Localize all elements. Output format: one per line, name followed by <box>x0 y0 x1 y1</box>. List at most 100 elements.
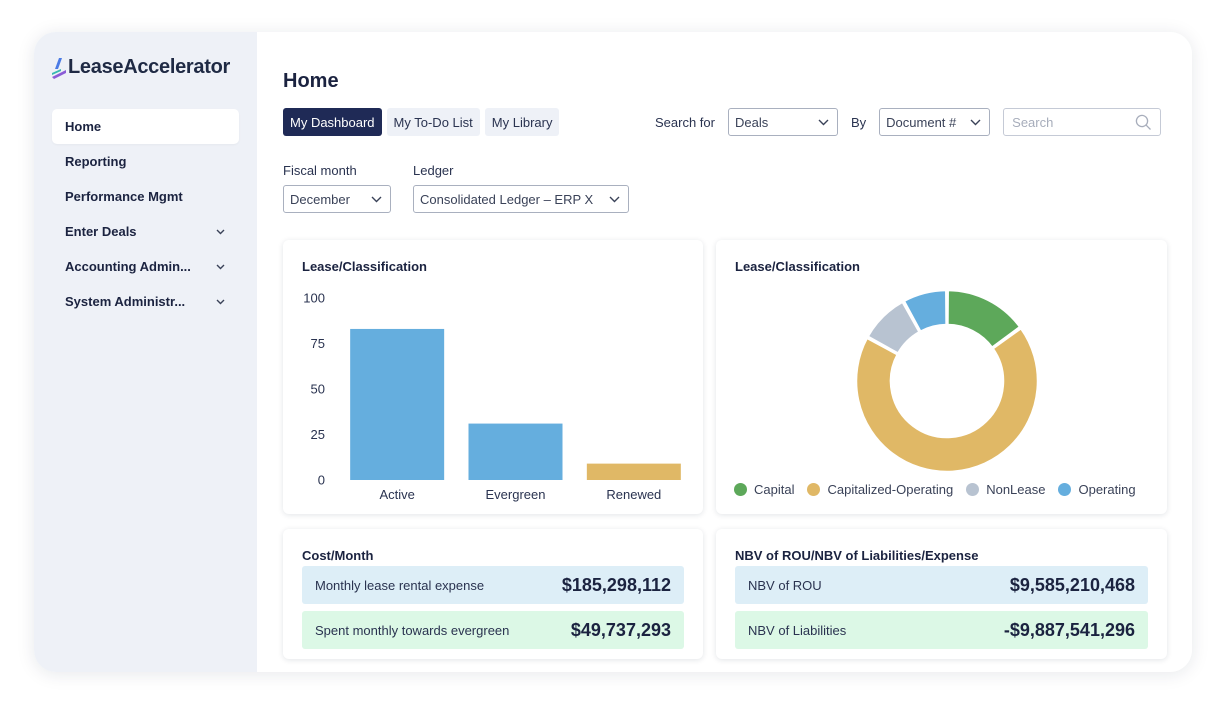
search-box <box>1003 108 1162 136</box>
sidebar-item-performance-mgmt[interactable]: Performance Mgmt <box>52 179 239 214</box>
bar-active[interactable] <box>350 328 445 480</box>
chart-legend: Capital Capitalized-Operating NonLease Oper… <box>734 482 1136 497</box>
cost-month-card: Cost/Month Monthly lease rental expense … <box>283 529 703 659</box>
metric-nbv-of-rou: NBV of ROU $9,585,210,468 <box>735 566 1148 604</box>
sidebar-nav: Home Reporting Performance Mgmt Enter De… <box>52 109 239 319</box>
chevron-down-icon <box>818 119 829 125</box>
legend-item-capitalized-operating[interactable]: Capitalized-Operating <box>807 482 953 497</box>
legend-label: Capital <box>754 482 795 497</box>
sidebar-item-accounting-admin[interactable]: Accounting Admin... <box>52 249 239 284</box>
page-title: Home <box>283 70 339 92</box>
sidebar-item-enter-deals[interactable]: Enter Deals <box>52 214 239 249</box>
bar-renewed[interactable] <box>586 463 681 480</box>
legend-label: Operating <box>1078 482 1136 497</box>
metric-spent-monthly-evergreen: Spent monthly towards evergreen $49,737,… <box>302 611 684 649</box>
metric-label: Monthly lease rental expense <box>315 577 485 593</box>
chevron-down-icon <box>371 196 382 202</box>
x-tick-label: Active <box>379 487 414 502</box>
card-title: Cost/Month <box>302 548 374 563</box>
main-content: Home My Dashboard My To-Do List My Libra… <box>257 32 1192 672</box>
chevron-down-icon <box>609 196 620 202</box>
y-tick-label: 75 <box>311 336 325 351</box>
fiscal-month-label: Fiscal month <box>283 163 357 178</box>
ledger-label: Ledger <box>413 163 454 178</box>
search-for-label: Search for <box>655 114 715 130</box>
card-title: NBV of ROU/NBV of Liabilities/Expense <box>735 548 979 563</box>
sidebar-item-system-administration[interactable]: System Administr... <box>52 284 239 319</box>
search-icon[interactable] <box>1135 114 1152 131</box>
leaseaccelerator-logo-icon <box>52 57 66 79</box>
x-tick-label: Renewed <box>606 487 661 502</box>
search-input[interactable] <box>1012 114 1123 130</box>
tab-my-to-do-list[interactable]: My To-Do List <box>386 108 480 136</box>
logo-text: LeaseAccelerator <box>68 56 230 78</box>
by-label: By <box>850 114 867 130</box>
bar-chart: 0 25 50 75 100 Active Evergreen Renewed <box>303 291 681 502</box>
chevron-down-icon <box>970 119 981 125</box>
y-tick-label: 50 <box>311 382 325 397</box>
chevron-down-icon <box>216 229 225 234</box>
nbv-card: NBV of ROU/NBV of Liabilities/Expense NB… <box>716 529 1167 659</box>
sidebar-item-label: Accounting Admin... <box>65 259 191 274</box>
search-for-select[interactable]: Deals <box>727 108 838 136</box>
metric-value: $9,585,210,468 <box>1009 574 1135 595</box>
tab-my-library[interactable]: My Library <box>484 108 560 136</box>
sidebar: LeaseAccelerator Home Reporting Performa… <box>34 32 257 672</box>
legend-dot-icon <box>807 483 821 496</box>
y-tick-label: 100 <box>303 291 325 306</box>
card-title: Lease/Classification <box>735 259 860 274</box>
fiscal-month-select[interactable]: December <box>283 185 391 213</box>
logo[interactable]: LeaseAccelerator <box>52 56 230 79</box>
legend-item-nonlease[interactable]: NonLease <box>966 482 1045 497</box>
search-for-value: Deals <box>734 114 769 130</box>
tab-my-dashboard[interactable]: My Dashboard <box>283 108 382 136</box>
chevron-down-icon <box>216 299 225 304</box>
fiscal-month-filter: Fiscal month December <box>283 163 391 213</box>
metric-label: NBV of ROU <box>748 577 822 593</box>
y-tick-label: 25 <box>311 427 325 442</box>
metric-nbv-of-liabilities: NBV of Liabilities -$9,887,541,296 <box>735 611 1148 649</box>
chevron-down-icon <box>216 264 225 269</box>
search-bar: Search for Deals By Document # <box>655 108 1162 136</box>
legend-item-operating[interactable]: Operating <box>1058 482 1136 497</box>
slice-capital[interactable] <box>946 288 1022 350</box>
ledger-filter: Ledger Consolidated Ledger – ERP X <box>413 163 629 213</box>
bar-evergreen[interactable] <box>468 423 563 480</box>
metric-label: Spent monthly towards evergreen <box>315 622 510 638</box>
sidebar-item-label: System Administr... <box>65 294 186 309</box>
sidebar-item-label: Reporting <box>65 154 127 169</box>
sidebar-item-label: Enter Deals <box>65 224 137 239</box>
sidebar-item-label: Home <box>65 119 102 134</box>
lease-classification-bar-card: Lease/Classification 0 25 50 75 100 Active Eve… <box>283 240 703 514</box>
ledger-select[interactable]: Consolidated Ledger – ERP X <box>413 185 629 213</box>
legend-label: NonLease <box>986 482 1046 497</box>
donut-chart <box>854 288 1040 474</box>
by-value: Document # <box>886 114 957 130</box>
ledger-value: Consolidated Ledger – ERP X <box>420 191 594 207</box>
metric-value: $185,298,112 <box>561 574 671 595</box>
metric-label: NBV of Liabilities <box>748 622 847 638</box>
lease-classification-donut-card: Lease/Classification Capital Capitalized-… <box>716 240 1167 514</box>
sidebar-item-label: Performance Mgmt <box>65 189 183 204</box>
card-title: Lease/Classification <box>302 259 427 274</box>
sidebar-item-reporting[interactable]: Reporting <box>52 144 239 179</box>
filters: Fiscal month December Ledger Consolidate… <box>283 163 629 213</box>
slice-capitalized-operating[interactable] <box>854 326 1040 474</box>
y-tick-label: 0 <box>318 473 325 488</box>
legend-item-capital[interactable]: Capital <box>734 482 794 497</box>
metric-monthly-lease-rental-expense: Monthly lease rental expense $185,298,11… <box>302 566 684 604</box>
metric-value: $49,737,293 <box>570 619 671 640</box>
fiscal-month-value: December <box>290 191 350 207</box>
slice-operating[interactable] <box>902 288 948 334</box>
legend-label: Capitalized-Operating <box>827 482 954 497</box>
legend-dot-icon <box>734 483 747 496</box>
x-tick-label: Evergreen <box>486 487 546 502</box>
sidebar-item-home[interactable]: Home <box>52 109 239 144</box>
by-select[interactable]: Document # <box>879 108 991 136</box>
slice-nonlease[interactable] <box>865 299 922 356</box>
legend-dot-icon <box>1058 483 1072 496</box>
legend-dot-icon <box>966 483 980 496</box>
dashboard-tabs: My Dashboard My To-Do List My Library <box>283 108 560 136</box>
metric-value: -$9,887,541,296 <box>1003 619 1135 640</box>
app-window: LeaseAccelerator Home Reporting Performa… <box>34 32 1192 672</box>
